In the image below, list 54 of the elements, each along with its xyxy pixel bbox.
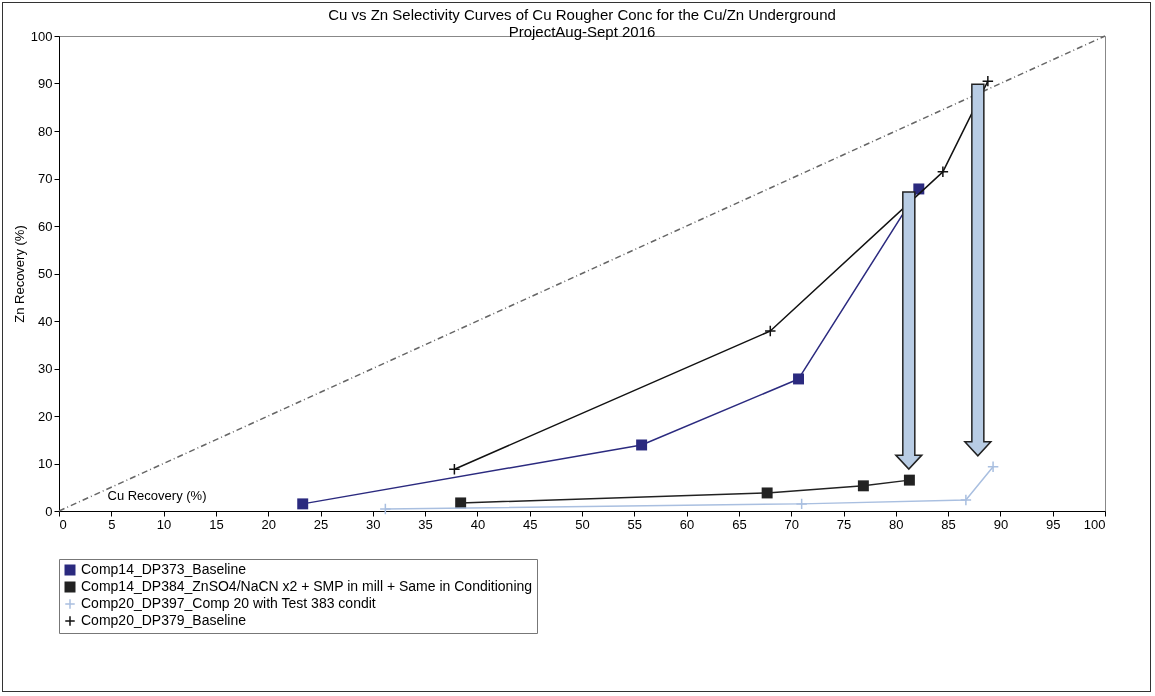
x-tick-label: 50 <box>575 516 590 532</box>
y-tick-label: 50 <box>38 266 53 281</box>
point <box>297 498 309 510</box>
x-tick-label: 20 <box>261 516 276 532</box>
point <box>936 165 949 178</box>
point <box>795 497 808 510</box>
point <box>981 75 994 88</box>
x-tick-label: 55 <box>627 516 643 532</box>
legend-label: Comp14_DP373_Baseline <box>81 561 247 577</box>
point <box>761 487 773 499</box>
point <box>448 463 461 476</box>
point <box>903 474 915 486</box>
x-tick-label: 75 <box>836 516 852 532</box>
point <box>455 497 467 509</box>
y-tick-label: 100 <box>30 28 53 44</box>
x-tick-label: 45 <box>522 516 538 532</box>
y-axis-title: Zn Recovery (%) <box>11 225 27 323</box>
point <box>764 324 777 337</box>
x-tick-label: 100 <box>1083 516 1106 532</box>
y-tick-label: 0 <box>45 503 53 519</box>
x-tick-label: 5 <box>108 516 116 532</box>
x-tick-label: 15 <box>209 516 224 532</box>
y-tick-label: 70 <box>38 171 53 186</box>
point <box>959 494 972 507</box>
y-tick-label: 20 <box>38 408 53 424</box>
x-tick-label: 70 <box>784 516 799 532</box>
legend-label: Comp20_DP379_Baseline <box>81 612 247 628</box>
x-tick-label: 65 <box>732 516 747 532</box>
x-tick-label: 85 <box>941 516 956 532</box>
point <box>636 439 648 451</box>
x-tick-label: 60 <box>679 516 695 532</box>
y-tick-label: 60 <box>38 218 53 234</box>
point <box>379 503 392 516</box>
x-tick-label: 90 <box>993 516 1009 532</box>
x-tick-label: 10 <box>156 516 172 532</box>
y-tick-label: 40 <box>38 313 53 329</box>
x-tick-label: 80 <box>889 516 904 532</box>
point <box>987 460 1000 473</box>
y-tick-label: 90 <box>38 76 53 91</box>
chart-title: Cu vs Zn Selectivity Curves of Cu Rougher Conc for the Cu/Zn Underground ProjectAug-Sept 2016 <box>328 6 836 40</box>
legend-label: Comp14_DP384_ZnSO4/NaCN x2 + SMP in mill + Same in Conditioning <box>81 578 533 594</box>
y-tick-label: 10 <box>38 456 53 471</box>
y-tick-label: 80 <box>38 123 53 139</box>
point <box>793 373 804 385</box>
y-tick-label: 30 <box>38 361 53 376</box>
legend-label: Comp20_DP397_Comp 20 with Test 383 condit <box>81 595 376 611</box>
x-tick-label: 25 <box>313 516 329 532</box>
x-tick-label: 30 <box>366 516 381 532</box>
x-axis-title: Cu Recovery (%) <box>107 487 207 503</box>
x-tick-label: 0 <box>59 516 67 532</box>
x-tick-label: 35 <box>418 516 433 532</box>
point <box>857 480 869 492</box>
x-tick-label: 40 <box>470 516 486 532</box>
x-tick-label: 95 <box>1045 516 1061 532</box>
